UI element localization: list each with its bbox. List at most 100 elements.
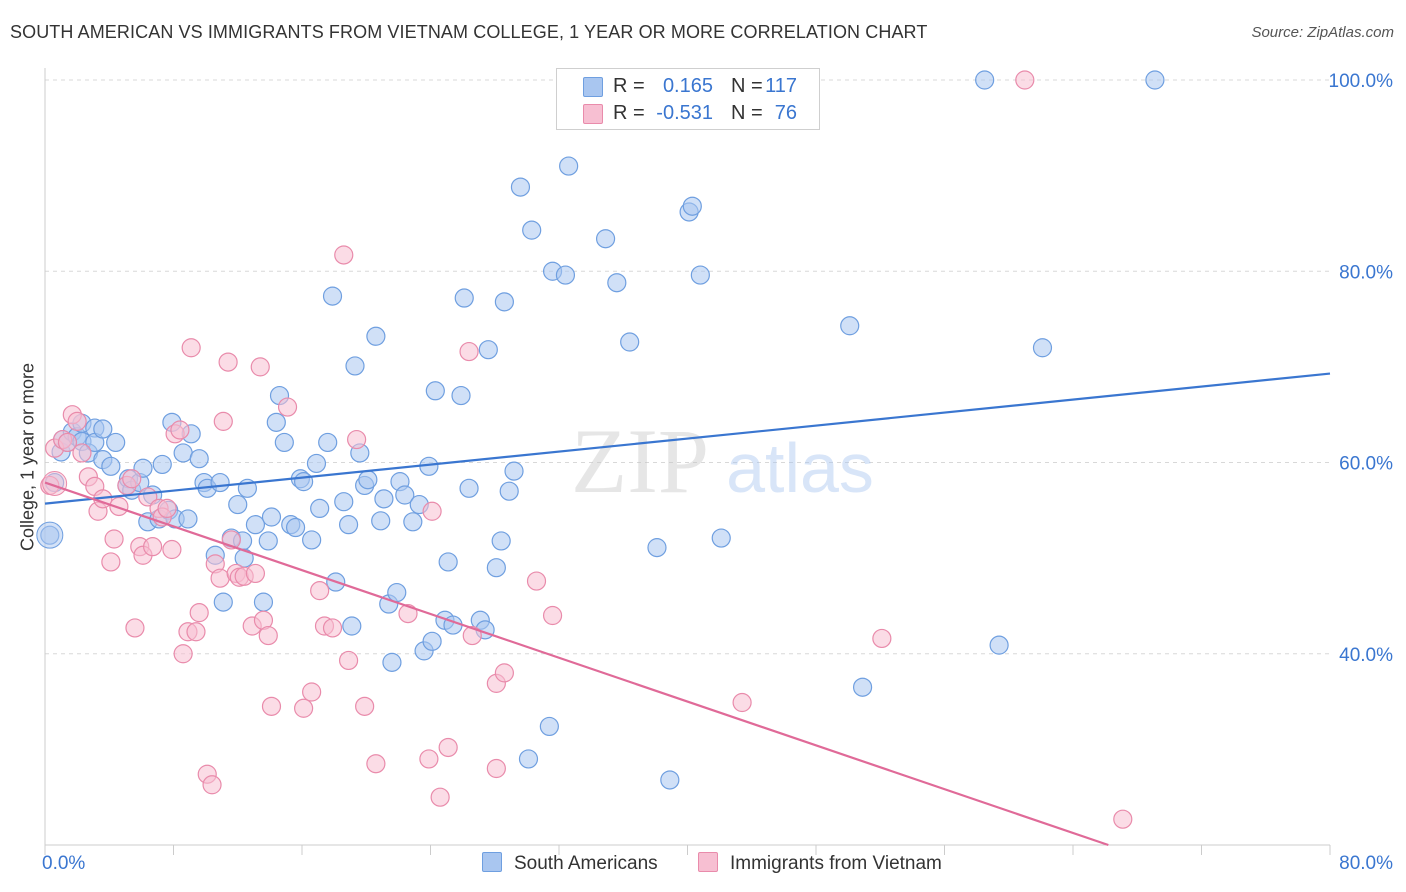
south-americans-point xyxy=(106,432,126,453)
south-americans-point xyxy=(285,517,306,538)
south-americans-point xyxy=(213,592,233,612)
south-americans-point xyxy=(371,511,391,531)
south-americans-point xyxy=(334,492,354,512)
vietnam-point xyxy=(210,568,230,588)
south-americans-point xyxy=(258,531,278,551)
south-americans-point xyxy=(245,515,266,535)
vietnam-point xyxy=(355,696,375,716)
vietnam-point xyxy=(398,603,418,624)
south-americans-point xyxy=(478,340,498,360)
south-americans-point xyxy=(451,385,471,406)
south-americans-trendline xyxy=(44,372,1331,505)
south-americans-point xyxy=(494,292,514,312)
r-label: R = xyxy=(613,102,645,124)
south-americans-point xyxy=(454,288,474,308)
vietnam-point xyxy=(419,749,439,769)
vietnam-point xyxy=(72,443,92,463)
vietnam-point xyxy=(202,775,222,795)
legend-item-vietnam: Immigrants from Vietnam xyxy=(698,852,942,875)
south-americans-point xyxy=(975,70,995,90)
legend-label: Immigrants from Vietnam xyxy=(730,853,942,874)
south-americans-point xyxy=(518,749,539,769)
south-americans-point xyxy=(989,635,1009,655)
series-legend: South Americans Immigrants from Vietnam xyxy=(0,852,1406,878)
south-americans-point xyxy=(210,472,230,493)
vietnam-point xyxy=(486,758,506,779)
vietnam-point xyxy=(430,787,450,807)
vietnam-point xyxy=(109,496,129,517)
vietnam-point xyxy=(213,411,233,431)
r-label: R = xyxy=(613,75,645,97)
vietnam-point xyxy=(438,737,458,758)
south-americans-point xyxy=(711,528,731,548)
south-americans-point xyxy=(438,552,458,572)
vietnam-point xyxy=(125,618,145,638)
vietnam-point xyxy=(173,644,193,664)
south-americans-point xyxy=(189,449,209,469)
south-americans-point xyxy=(382,652,402,672)
south-americans-point xyxy=(403,512,423,532)
south-americans-point xyxy=(322,286,343,306)
vietnam-point xyxy=(732,692,752,713)
chart-title: SOUTH AMERICAN VS IMMIGRANTS FROM VIETNA… xyxy=(10,22,928,42)
vietnam-point xyxy=(347,429,367,450)
vietnam-point xyxy=(157,498,177,518)
vietnam-point xyxy=(542,605,563,626)
south-americans-point xyxy=(491,531,511,551)
south-americans-point xyxy=(504,461,524,481)
vietnam-point xyxy=(143,537,163,557)
south-americans-point xyxy=(1032,338,1053,358)
vietnam-point xyxy=(250,357,270,377)
south-americans-point xyxy=(1145,70,1165,90)
vietnam-point xyxy=(1113,809,1133,829)
south-americans-point xyxy=(342,616,362,636)
vietnam-point xyxy=(67,411,87,431)
vietnam-point xyxy=(462,625,482,646)
vietnam-point xyxy=(422,501,442,521)
south-americans-point xyxy=(274,432,294,453)
vietnam-point xyxy=(338,650,359,671)
vietnam-point xyxy=(261,696,282,716)
south-americans-point xyxy=(852,677,873,697)
south-americans-point xyxy=(840,316,860,336)
r-value: -0.531 xyxy=(656,102,713,124)
vietnam-point xyxy=(1015,70,1035,90)
south-americans-point xyxy=(486,558,506,578)
south-americans-point xyxy=(555,265,576,285)
n-value: 117 xyxy=(765,75,797,97)
vietnam-point xyxy=(294,698,314,718)
south-americans-point xyxy=(374,489,394,509)
vietnam-point xyxy=(101,552,121,572)
x-tick-label: 80.0% xyxy=(1339,853,1393,874)
vietnam-point xyxy=(459,341,479,362)
south-americans-point xyxy=(338,515,359,535)
south-americans-point xyxy=(539,716,559,737)
legend-swatch-pink xyxy=(583,104,603,124)
vietnam-point xyxy=(189,603,209,623)
vietnam-point xyxy=(122,469,142,489)
vietnam-point xyxy=(366,754,386,774)
r-value: 0.165 xyxy=(662,75,713,97)
vietnam-point xyxy=(322,618,343,638)
south-americans-point xyxy=(178,509,198,529)
south-americans-point xyxy=(395,485,415,505)
n-label: N = xyxy=(731,75,763,97)
vietnam-point xyxy=(310,581,330,601)
south-americans-point xyxy=(690,265,710,285)
south-americans-point xyxy=(318,432,338,453)
vietnam-point xyxy=(302,682,322,702)
south-americans-point xyxy=(660,770,680,790)
south-americans-point xyxy=(152,454,172,475)
y-tick-label: 100.0% xyxy=(1329,71,1394,92)
n-label: N = xyxy=(731,102,763,124)
south-americans-point xyxy=(36,521,64,549)
south-americans-point xyxy=(522,220,542,240)
vietnam-point xyxy=(494,663,514,683)
south-americans-point xyxy=(253,592,274,612)
south-americans-point xyxy=(682,196,702,216)
south-americans-point xyxy=(499,481,519,501)
source-credit: Source: ZipAtlas.com xyxy=(1251,24,1394,41)
south-americans-point xyxy=(422,631,442,651)
south-americans-point xyxy=(228,494,248,515)
